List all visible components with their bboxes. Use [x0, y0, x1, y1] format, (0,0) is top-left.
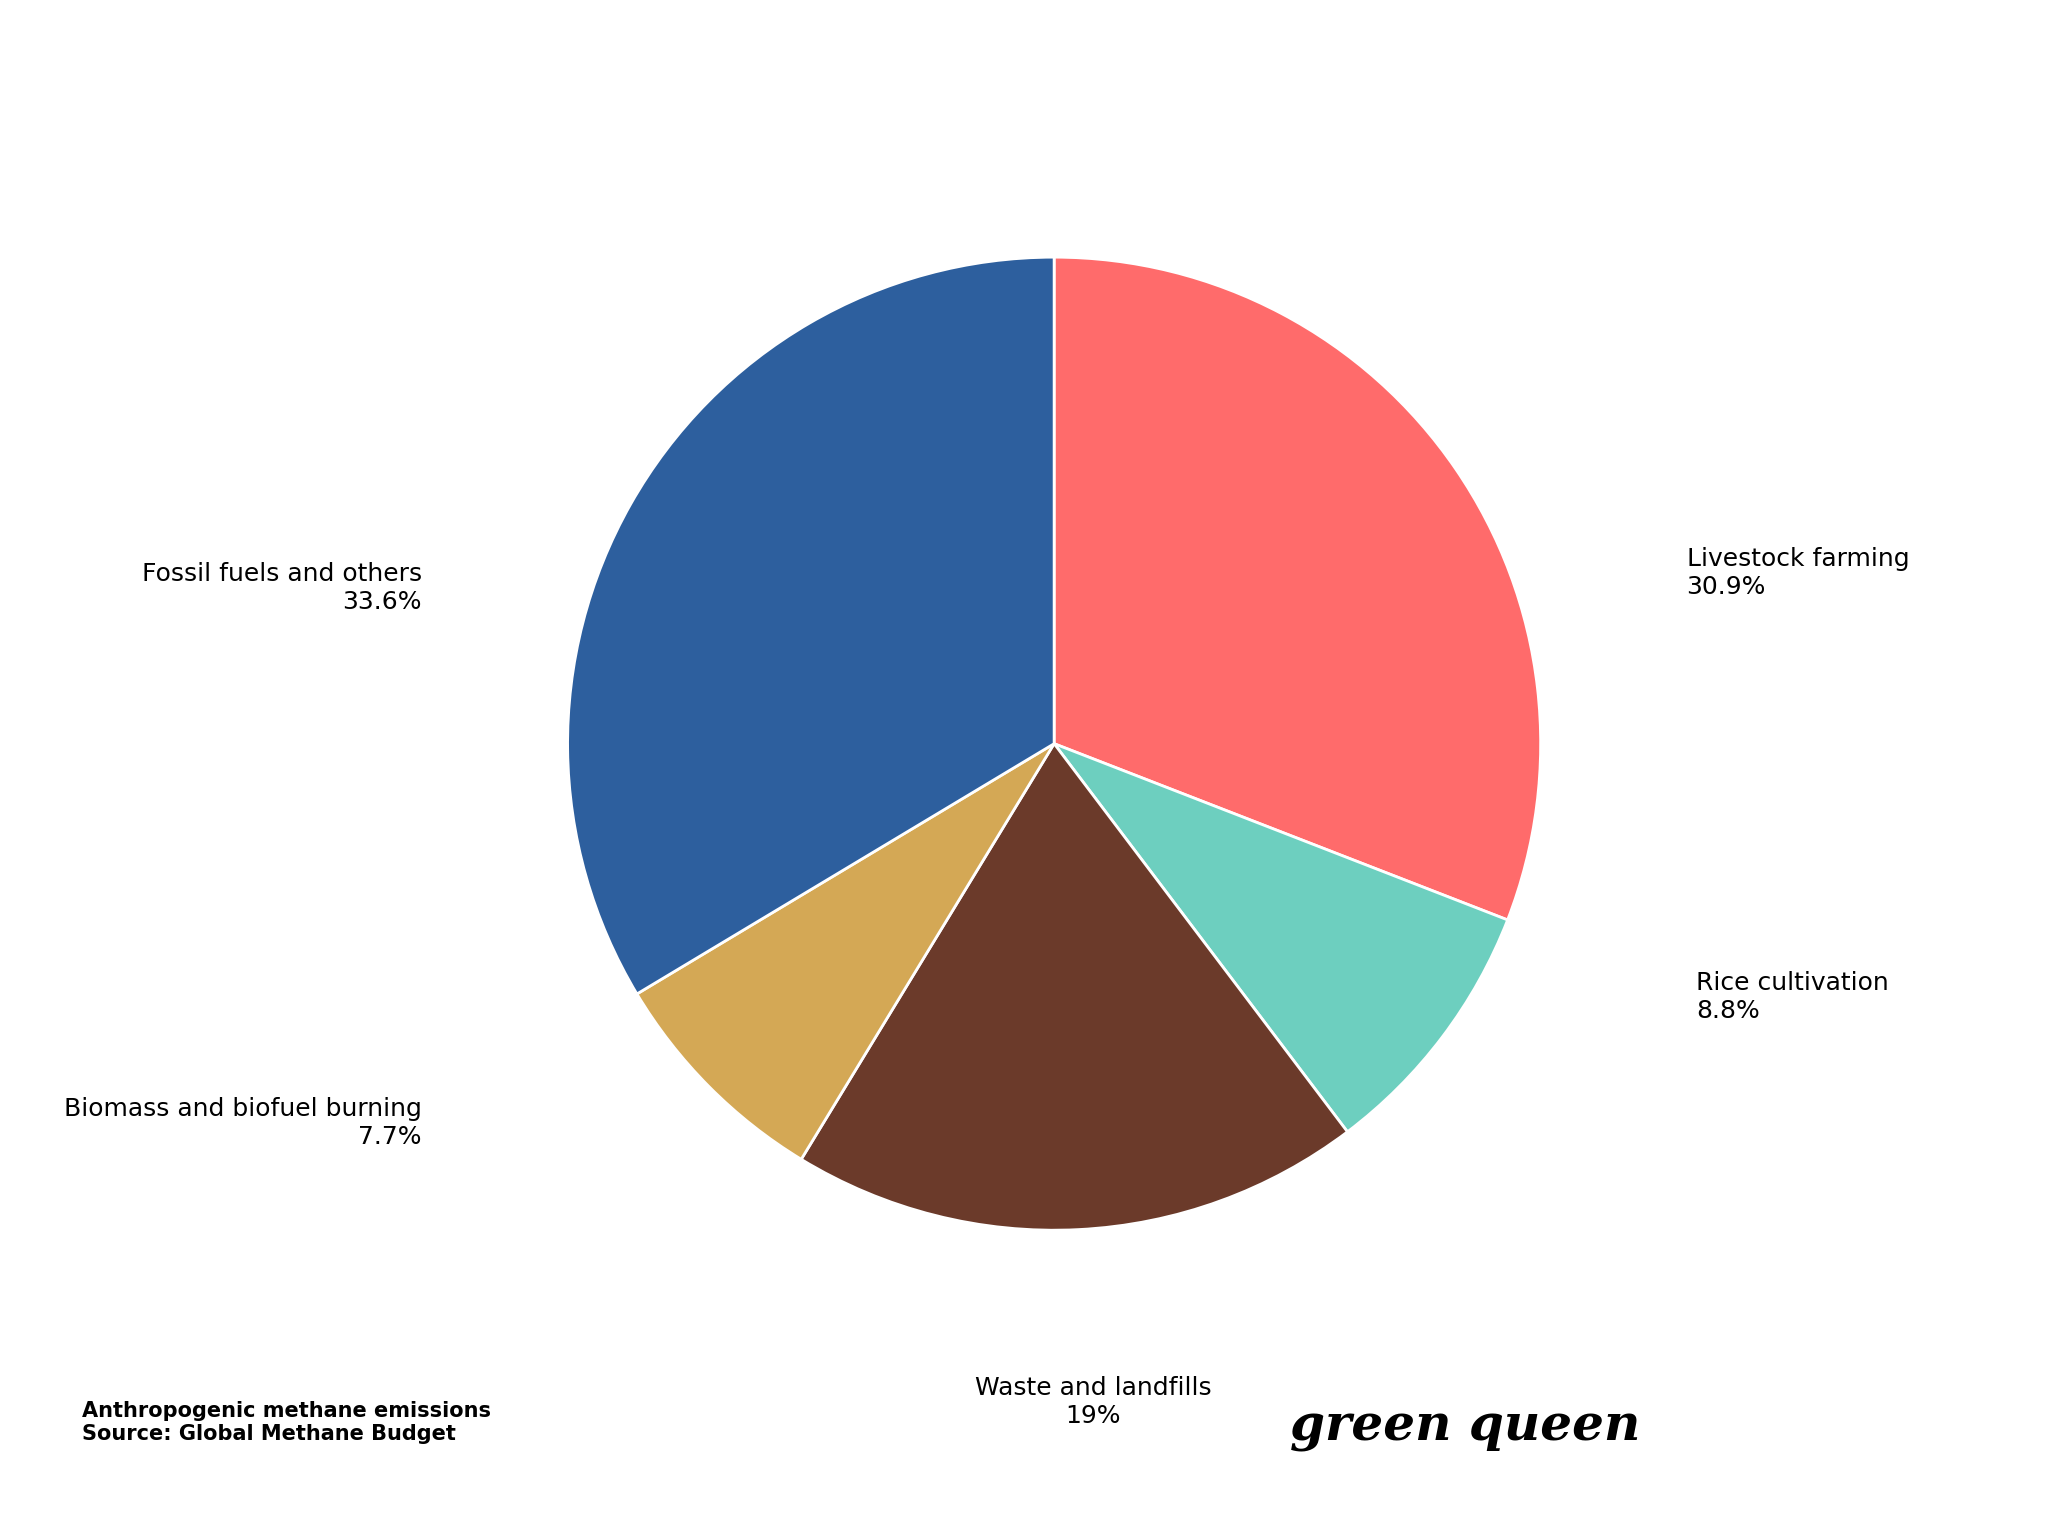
Text: Livestock farming
30.9%: Livestock farming 30.9% — [1688, 547, 1909, 599]
Text: Fossil fuels and others
33.6%: Fossil fuels and others 33.6% — [141, 562, 422, 614]
Wedge shape — [1055, 743, 1507, 1132]
Wedge shape — [567, 257, 1055, 994]
Wedge shape — [637, 743, 1055, 1160]
Text: Rice cultivation
8.8%: Rice cultivation 8.8% — [1696, 971, 1888, 1023]
Wedge shape — [1055, 257, 1540, 920]
Text: Biomass and biofuel burning
7.7%: Biomass and biofuel burning 7.7% — [63, 1097, 422, 1149]
Wedge shape — [801, 743, 1348, 1230]
Text: green queen: green queen — [1290, 1402, 1640, 1452]
Text: Waste and landfills
19%: Waste and landfills 19% — [975, 1376, 1210, 1428]
Text: Anthropogenic methane emissions
Source: Global Methane Budget: Anthropogenic methane emissions Source: … — [82, 1401, 492, 1444]
